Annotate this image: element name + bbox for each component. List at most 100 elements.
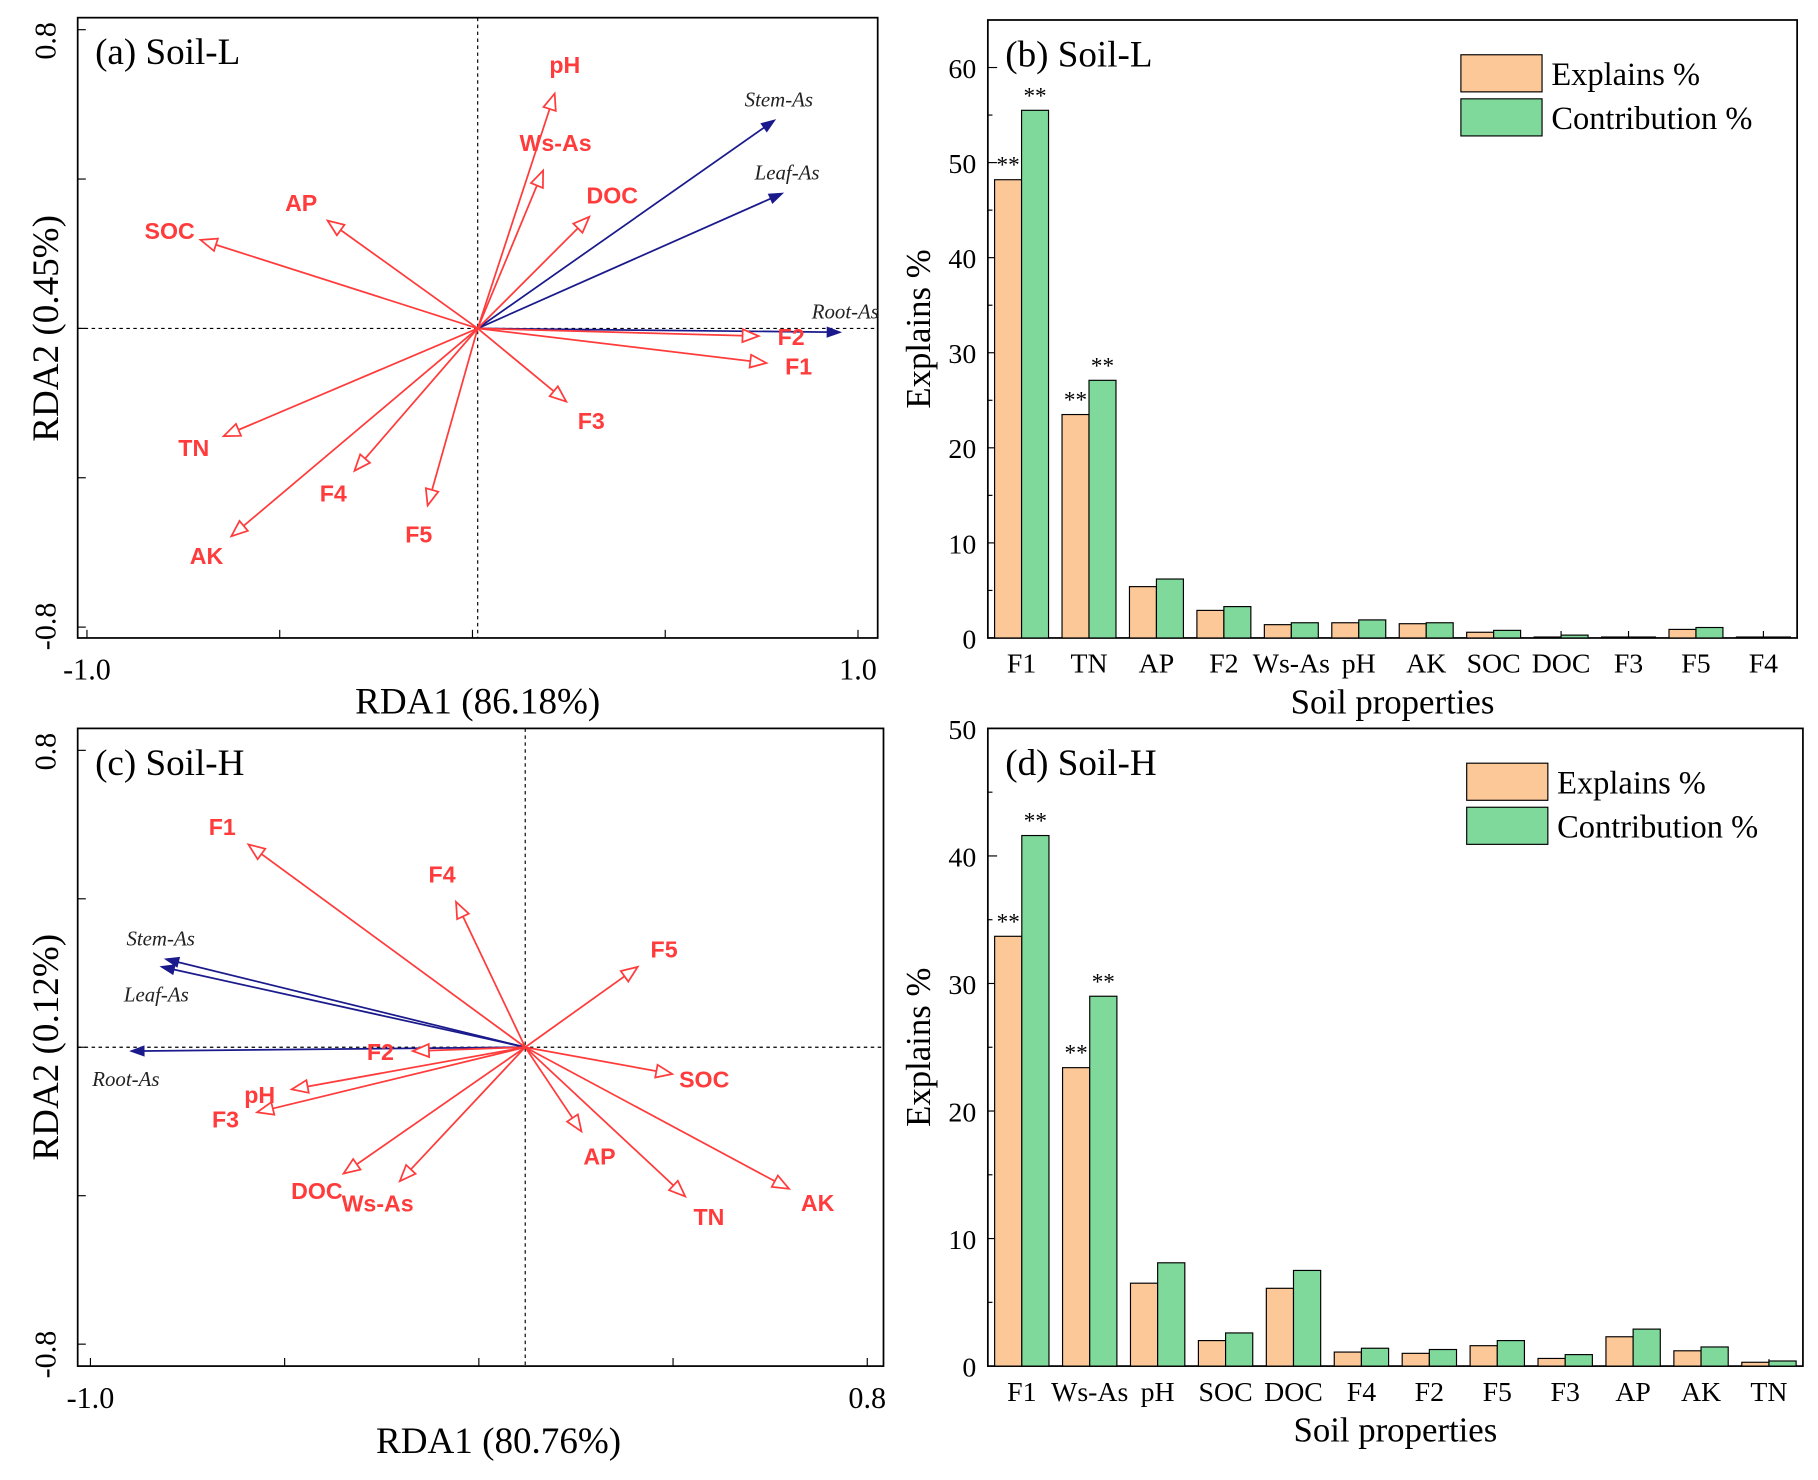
bar-contribution-AP [1632, 1328, 1661, 1367]
bar-contribution-F1 [1020, 109, 1050, 639]
panel-title: (b) Soil-L [1005, 34, 1152, 75]
y-tick-label: 50 [948, 715, 976, 746]
y-tick-label: 0 [962, 1353, 976, 1384]
arrow-label-AK: AK [801, 1190, 835, 1216]
x-tick-label: DOC [1264, 1377, 1323, 1408]
x-tick-label: AP [1615, 1377, 1651, 1408]
bar-chart-3: 0 10 20 30 40 50 F1 ** ** Ws-As ** ** pH SOC DOC F4 F2 F5… [899, 715, 1804, 1449]
bar-contribution-F4 [1360, 1347, 1390, 1367]
bar-contribution-AK [1425, 622, 1454, 639]
y-tick-label: 50 [948, 149, 976, 180]
arrowhead-F3 [548, 384, 569, 404]
x-tick-label: F1 [1007, 1377, 1036, 1408]
bar-explains-Ws-As [1061, 1067, 1091, 1367]
bar-contribution-pH [1157, 1262, 1186, 1367]
bar-explains-AK [1398, 623, 1427, 639]
bar-contribution-F2 [1428, 1348, 1458, 1367]
y-tick-label: -0.8 [29, 1331, 63, 1379]
y-tick-label: 0.8 [29, 22, 63, 60]
significance-label: ** [1023, 83, 1046, 109]
x-axis-label: Soil properties [1291, 682, 1495, 721]
bar-contribution-TN [1088, 379, 1117, 639]
arrow-label-TN: TN [694, 1204, 725, 1230]
y-tick-label: 20 [948, 1097, 976, 1128]
arrowhead-TN [667, 1179, 687, 1199]
arrowhead-Stem-As [163, 956, 181, 968]
arrow-SOC [525, 1046, 673, 1075]
legend-label-0: Explains % [1551, 57, 1700, 93]
bar-contribution-AP [1155, 578, 1184, 639]
plot-frame [986, 19, 1798, 639]
arrowhead-Ws-As [529, 168, 545, 190]
arrowhead-Root-As [826, 326, 843, 338]
bar-explains-F2 [1401, 1352, 1430, 1367]
arrowhead-Root-As [129, 1045, 145, 1057]
y-tick-label: 0 [962, 624, 976, 655]
x-tick-label: pH [1342, 649, 1376, 680]
bar-explains-TN [1061, 413, 1090, 639]
bar-contribution-DOC [1292, 1269, 1322, 1367]
y-tick-label: 0.8 [29, 733, 63, 771]
legend-swatch-0 [1460, 54, 1543, 93]
arrowhead-TN [221, 422, 243, 438]
arrow-label-Root-As: Root-As [811, 299, 879, 323]
x-tick-label: -1.0 [67, 1381, 115, 1415]
significance-label: ** [1024, 809, 1047, 835]
legend-label-1: Contribution % [1551, 101, 1752, 137]
y-tick-label: 10 [948, 529, 976, 560]
bar-explains-pH [1129, 1282, 1159, 1367]
x-tick-label: AP [1139, 649, 1175, 680]
bar-explains-F1 [994, 179, 1023, 639]
arrow-F4 [455, 901, 527, 1048]
bar-contribution-SOC [1493, 629, 1522, 639]
y-tick-label: 30 [948, 339, 976, 370]
arrow-label-F3: F3 [578, 408, 605, 434]
panel-title: (c) Soil-H [95, 743, 244, 784]
arrow-label-AP: AP [285, 190, 317, 216]
arrowhead-DOC [341, 1157, 362, 1175]
bar-explains-F3 [1537, 1357, 1566, 1367]
bar-explains-TN [1741, 1361, 1770, 1367]
y-axis-label: Explains % [899, 249, 938, 408]
arrow-SOC [200, 239, 478, 330]
y-tick-label: 60 [948, 54, 976, 85]
y-tick-label: 40 [948, 244, 976, 275]
arrow-TN [223, 327, 479, 437]
bar-explains-DOC [1533, 636, 1562, 639]
x-tick-label: 1.0 [839, 653, 877, 687]
bar-explains-F5 [1668, 628, 1697, 639]
arrow-F1 [247, 843, 526, 1048]
bar-contribution-F4 [1762, 636, 1791, 639]
arrow-label-F1: F1 [209, 814, 236, 840]
arrow-label-DOC: DOC [291, 1178, 343, 1204]
bar-contribution-DOC [1560, 634, 1589, 639]
bar-explains-F4 [1333, 1351, 1363, 1367]
arrow-Ws-As [399, 1046, 526, 1182]
arrowhead-SOC [654, 1063, 675, 1079]
arrow-label-Ws-As: Ws-As [342, 1190, 414, 1216]
legend-label-1: Contribution % [1557, 809, 1758, 845]
x-tick-label: TN [1070, 649, 1107, 680]
arrow-Leaf-As [477, 192, 783, 330]
arrow-AK [230, 327, 479, 537]
bar-explains-SOC [1197, 1340, 1227, 1367]
x-tick-label: pH [1141, 1377, 1175, 1408]
arrow-F1 [477, 327, 767, 364]
x-tick-label: DOC [1532, 649, 1591, 680]
arrowhead-DOC [571, 215, 591, 235]
y-tick-label: 20 [948, 434, 976, 465]
arrow-label-F5: F5 [405, 522, 432, 548]
x-tick-label: F5 [1681, 649, 1710, 680]
significance-label: ** [1091, 353, 1114, 379]
arrowhead-AK [229, 519, 250, 538]
arrow-Stem-As [166, 958, 526, 1049]
arrow-label-AK: AK [190, 543, 224, 569]
arrow-DOC [477, 216, 590, 330]
arrow-label-F3: F3 [212, 1107, 239, 1133]
bar-explains-F4 [1735, 636, 1764, 639]
bar-explains-F2 [1196, 609, 1225, 639]
y-axis-label: RDA2 (0.45%) [26, 215, 67, 442]
panel-title: (d) Soil-H [1005, 743, 1156, 784]
